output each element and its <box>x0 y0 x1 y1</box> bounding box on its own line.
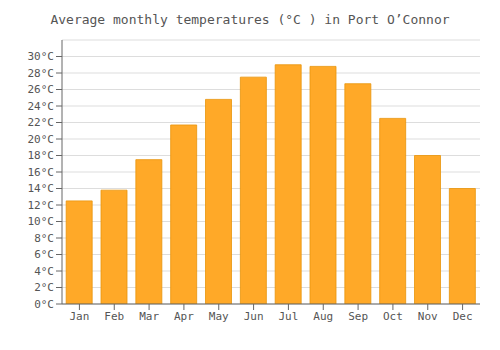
svg-text:22°C: 22°C <box>28 116 55 129</box>
svg-text:20°C: 20°C <box>28 133 55 146</box>
svg-text:12°C: 12°C <box>28 199 55 212</box>
svg-text:Jul: Jul <box>278 310 298 323</box>
svg-text:Jan: Jan <box>69 310 89 323</box>
svg-text:16°C: 16°C <box>28 166 55 179</box>
svg-text:26°C: 26°C <box>28 83 55 96</box>
svg-text:8°C: 8°C <box>34 232 54 245</box>
html-text:Average monthly temperatures (: Average monthly temperatures (°C ) in Po… <box>50 12 450 27</box>
svg-text:May: May <box>209 310 229 323</box>
svg-text:Dec: Dec <box>453 310 473 323</box>
svg-text:10°C: 10°C <box>28 215 55 228</box>
svg-text:Jun: Jun <box>244 310 264 323</box>
svg-text:Aug: Aug <box>313 310 333 323</box>
svg-text:Sep: Sep <box>348 310 368 323</box>
svg-text:18°C: 18°C <box>28 149 55 162</box>
svg-text:28°C: 28°C <box>28 67 55 80</box>
svg-text:4°C: 4°C <box>34 265 54 278</box>
svg-text:6°C: 6°C <box>34 248 54 261</box>
svg-text:Oct: Oct <box>383 310 403 323</box>
svg-text:Apr: Apr <box>174 310 194 323</box>
svg-text:Feb: Feb <box>104 310 124 323</box>
svg-text:Mar: Mar <box>139 310 159 323</box>
svg-text:2°C: 2°C <box>34 281 54 294</box>
svg-text:0°C: 0°C <box>34 298 54 311</box>
svg-text:24°C: 24°C <box>28 100 55 113</box>
svg-text:30°C: 30°C <box>28 50 55 63</box>
svg-text:Nov: Nov <box>418 310 438 323</box>
svg-text:14°C: 14°C <box>28 182 55 195</box>
